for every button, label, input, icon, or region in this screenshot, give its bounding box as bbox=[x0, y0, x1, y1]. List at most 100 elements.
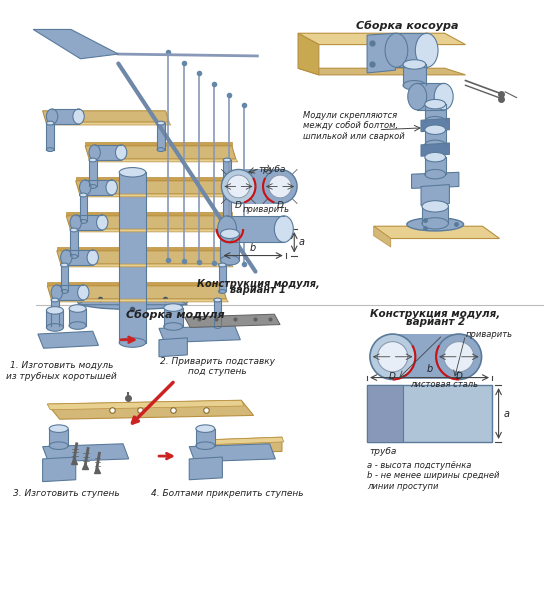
Bar bbox=[79, 195, 87, 221]
Bar bbox=[219, 265, 226, 292]
Polygon shape bbox=[421, 185, 449, 205]
Polygon shape bbox=[43, 111, 169, 122]
Polygon shape bbox=[70, 229, 238, 232]
Ellipse shape bbox=[115, 145, 127, 160]
Polygon shape bbox=[66, 212, 232, 216]
Ellipse shape bbox=[78, 295, 187, 310]
Circle shape bbox=[269, 175, 291, 198]
Polygon shape bbox=[78, 297, 187, 305]
Ellipse shape bbox=[89, 185, 97, 188]
Polygon shape bbox=[38, 331, 98, 348]
Bar bbox=[52, 109, 78, 124]
Ellipse shape bbox=[403, 60, 426, 69]
Ellipse shape bbox=[219, 263, 226, 267]
Text: а - высота подступёнка: а - высота подступёнка bbox=[367, 461, 471, 470]
Ellipse shape bbox=[196, 425, 215, 433]
Ellipse shape bbox=[157, 121, 164, 125]
Ellipse shape bbox=[274, 216, 293, 242]
Polygon shape bbox=[367, 33, 395, 73]
Text: вариант 2: вариант 2 bbox=[406, 317, 465, 327]
Polygon shape bbox=[57, 247, 227, 251]
Polygon shape bbox=[47, 282, 222, 286]
Ellipse shape bbox=[403, 80, 426, 90]
Ellipse shape bbox=[49, 442, 68, 449]
Polygon shape bbox=[43, 457, 76, 482]
Bar bbox=[196, 428, 215, 446]
Circle shape bbox=[263, 169, 297, 203]
Polygon shape bbox=[204, 437, 284, 445]
Bar bbox=[392, 334, 459, 379]
Ellipse shape bbox=[217, 216, 237, 242]
Bar bbox=[224, 195, 231, 221]
Ellipse shape bbox=[408, 83, 427, 110]
Circle shape bbox=[221, 169, 256, 203]
Polygon shape bbox=[33, 29, 118, 59]
Ellipse shape bbox=[425, 116, 445, 126]
Ellipse shape bbox=[69, 322, 86, 329]
Polygon shape bbox=[159, 338, 187, 357]
Bar bbox=[396, 33, 427, 67]
Text: b: b bbox=[250, 243, 256, 253]
Bar bbox=[85, 180, 112, 195]
Ellipse shape bbox=[69, 305, 86, 312]
Ellipse shape bbox=[73, 109, 84, 124]
Bar bbox=[69, 308, 86, 326]
Ellipse shape bbox=[220, 256, 240, 265]
Bar bbox=[46, 310, 63, 328]
Text: 4. Болтами прикрепить ступень: 4. Болтами прикрепить ступень bbox=[151, 489, 304, 498]
Ellipse shape bbox=[425, 140, 445, 149]
Ellipse shape bbox=[164, 304, 183, 311]
Ellipse shape bbox=[425, 152, 445, 162]
Ellipse shape bbox=[70, 228, 78, 232]
Ellipse shape bbox=[219, 290, 226, 293]
Text: труба: труба bbox=[369, 446, 397, 455]
Bar bbox=[51, 300, 59, 326]
Text: 2. Приварить подставку
под ступень: 2. Приварить подставку под ступень bbox=[160, 357, 275, 376]
Polygon shape bbox=[298, 33, 319, 75]
Bar bbox=[425, 104, 445, 121]
Bar bbox=[57, 285, 83, 300]
Text: труба: труба bbox=[258, 165, 286, 174]
Polygon shape bbox=[47, 286, 226, 299]
Bar bbox=[422, 206, 448, 223]
Bar bbox=[49, 428, 68, 446]
Text: a: a bbox=[503, 409, 509, 419]
Circle shape bbox=[227, 175, 250, 198]
Ellipse shape bbox=[97, 215, 108, 230]
Polygon shape bbox=[421, 118, 449, 131]
Text: b: b bbox=[426, 364, 433, 374]
Bar bbox=[417, 83, 444, 110]
Text: Сборка модуля: Сборка модуля bbox=[126, 310, 224, 320]
Polygon shape bbox=[159, 326, 240, 343]
Bar bbox=[164, 308, 183, 326]
Text: вариант 1: вариант 1 bbox=[230, 285, 286, 295]
Ellipse shape bbox=[214, 325, 221, 328]
Polygon shape bbox=[189, 457, 222, 480]
Polygon shape bbox=[412, 172, 459, 188]
Polygon shape bbox=[57, 251, 231, 264]
Polygon shape bbox=[47, 400, 244, 410]
Polygon shape bbox=[76, 181, 236, 194]
Polygon shape bbox=[46, 122, 171, 125]
Ellipse shape bbox=[46, 109, 58, 124]
Polygon shape bbox=[47, 400, 253, 419]
Bar bbox=[367, 385, 403, 442]
Bar bbox=[238, 169, 280, 203]
Ellipse shape bbox=[425, 169, 445, 179]
Polygon shape bbox=[374, 226, 391, 247]
Ellipse shape bbox=[89, 158, 97, 162]
Ellipse shape bbox=[78, 285, 89, 300]
Bar bbox=[220, 234, 240, 260]
Bar bbox=[119, 172, 146, 343]
Ellipse shape bbox=[79, 180, 91, 195]
Ellipse shape bbox=[164, 323, 183, 330]
Polygon shape bbox=[421, 143, 449, 156]
Ellipse shape bbox=[61, 263, 68, 267]
Polygon shape bbox=[89, 159, 238, 162]
Bar bbox=[224, 160, 231, 187]
Ellipse shape bbox=[434, 83, 453, 110]
Ellipse shape bbox=[224, 193, 231, 197]
Ellipse shape bbox=[119, 338, 146, 347]
Ellipse shape bbox=[46, 307, 63, 314]
Polygon shape bbox=[66, 216, 236, 229]
